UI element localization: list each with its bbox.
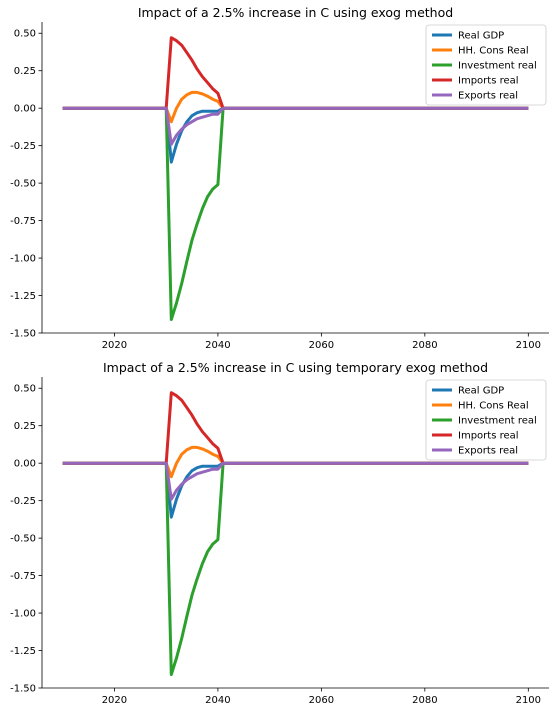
series-line-investment-real (62, 461, 529, 676)
legend-label: Imports real (458, 76, 519, 87)
series-line-real-gdp (62, 461, 529, 519)
y-tick-label: -1.00 (10, 254, 36, 265)
y-tick-label: -1.25 (10, 646, 36, 657)
x-tick-label: 2060 (309, 695, 334, 706)
series-line-exports-real (62, 461, 529, 501)
series-line-investment-real (62, 106, 529, 321)
x-tick-label: 2100 (516, 340, 541, 351)
legend-label: Real GDP (458, 386, 504, 397)
legend-label: Imports real (458, 431, 519, 442)
y-tick-label: -0.50 (10, 179, 36, 190)
x-tick-label: 2100 (516, 695, 541, 706)
series-line-real-gdp (62, 106, 529, 164)
y-tick-label: -1.50 (10, 329, 36, 340)
y-tick-label: 0.00 (14, 459, 36, 470)
series-line-hh-cons-real (62, 445, 529, 479)
y-tick-label: -0.50 (10, 534, 36, 545)
x-tick-label: 2060 (309, 340, 334, 351)
legend-box (425, 379, 547, 461)
y-tick-label: -0.75 (10, 571, 36, 582)
x-tick-label: 2040 (205, 340, 230, 351)
chart-title: Impact of a 2.5% increase in C using exo… (138, 5, 453, 20)
y-tick-label: 0.00 (14, 104, 36, 115)
legend-label: Investment real (458, 61, 537, 72)
legend: Real GDP HH. Cons Real Investment real Impo… (425, 24, 547, 106)
x-tick-label: 2020 (102, 695, 127, 706)
x-tick-label: 2020 (102, 340, 127, 351)
legend-label: HH. Cons Real (458, 46, 529, 57)
y-tick-label: -1.00 (10, 609, 36, 620)
series-line-hh-cons-real (62, 90, 529, 124)
legend-box (425, 24, 547, 106)
x-tick-label: 2040 (205, 695, 230, 706)
y-tick-label: 0.25 (14, 66, 36, 77)
legend-label: HH. Cons Real (458, 401, 529, 412)
y-tick-label: 0.50 (14, 384, 36, 395)
chart-title: Impact of a 2.5% increase in C using tem… (103, 360, 488, 375)
legend-label: Exports real (458, 446, 518, 457)
legend: Real GDP HH. Cons Real Investment real Impo… (425, 379, 547, 461)
y-tick-label: -1.50 (10, 684, 36, 695)
chart-panel-1: Impact of a 2.5% increase in C using exo… (10, 5, 549, 351)
y-tick-label: -0.25 (10, 496, 36, 507)
legend-label: Investment real (458, 416, 537, 427)
y-tick-label: -1.25 (10, 291, 36, 302)
chart-panel-2: Impact of a 2.5% increase in C using tem… (10, 360, 549, 706)
legend-label: Real GDP (458, 31, 504, 42)
series-line-imports-real (62, 36, 529, 110)
legend-label: Exports real (458, 91, 518, 102)
y-tick-label: 0.50 (14, 29, 36, 40)
series-line-exports-real (62, 106, 529, 146)
y-tick-label: -0.25 (10, 141, 36, 152)
series-line-imports-real (62, 391, 529, 465)
y-tick-label: -0.75 (10, 216, 36, 227)
x-tick-label: 2080 (412, 695, 437, 706)
x-tick-label: 2080 (412, 340, 437, 351)
y-tick-label: 0.25 (14, 421, 36, 432)
